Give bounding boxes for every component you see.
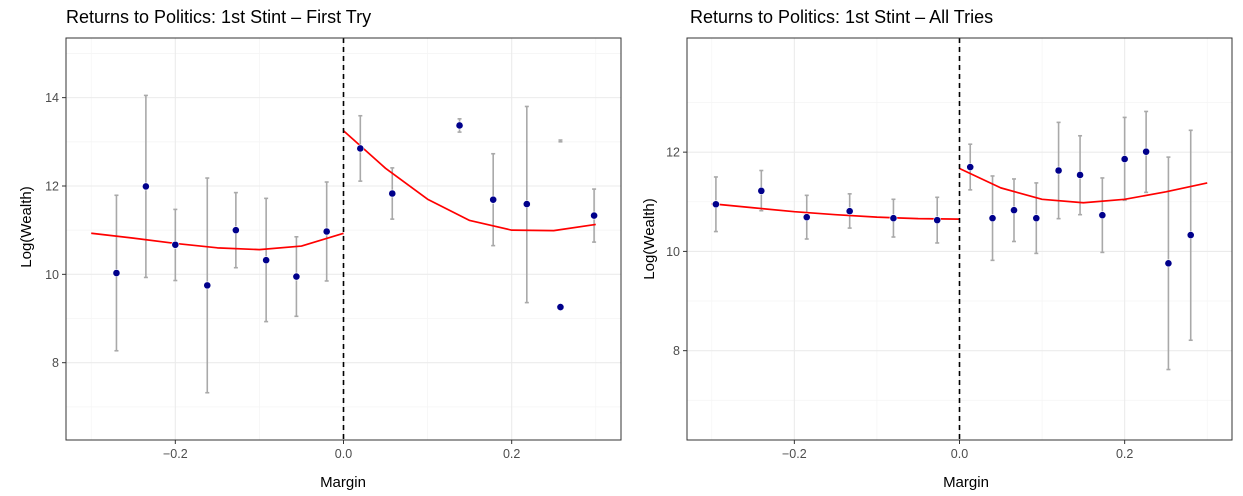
plot-marks xyxy=(711,38,1208,440)
data-point xyxy=(112,269,121,277)
x-axis-title: Margin xyxy=(943,474,989,491)
x-tick-label: −0.2 xyxy=(782,447,807,461)
x-tick-label: −0.2 xyxy=(163,447,188,461)
fit-curve-left xyxy=(91,232,344,251)
fit-curve-right xyxy=(959,167,1208,204)
data-point xyxy=(1186,231,1195,239)
data-point xyxy=(262,256,271,265)
y-tick-label: 10 xyxy=(45,268,59,282)
data-point xyxy=(590,211,598,220)
y-tick-label: 12 xyxy=(666,146,680,160)
data-point xyxy=(489,195,498,204)
fit-curve-right xyxy=(342,130,596,232)
data-point xyxy=(889,214,898,223)
y-tick-label: 8 xyxy=(673,344,680,358)
data-point xyxy=(522,200,531,209)
chart-panel-first-try: Returns to Politics: 1st Stint – First T… xyxy=(18,7,622,491)
y-tick-label: 8 xyxy=(52,356,59,370)
data-point xyxy=(231,226,240,235)
data-point xyxy=(388,189,397,198)
x-tick-label: 0.0 xyxy=(335,447,352,461)
data-point xyxy=(455,121,464,130)
data-point xyxy=(1032,214,1041,223)
plot-marks xyxy=(91,38,598,440)
data-point xyxy=(203,281,212,290)
y-tick-label: 12 xyxy=(45,179,59,193)
data-point xyxy=(556,303,565,311)
data-point xyxy=(1120,155,1129,163)
data-point xyxy=(845,207,854,216)
data-point xyxy=(356,144,365,153)
error-bar xyxy=(558,139,563,143)
x-tick-label: 0.0 xyxy=(951,447,968,461)
data-point xyxy=(1076,171,1084,179)
data-point xyxy=(141,182,150,191)
data-point xyxy=(1010,206,1018,215)
chart-panel-all-tries: Returns to Politics: 1st Stint – All Tri… xyxy=(641,7,1233,491)
data-point xyxy=(966,163,975,171)
data-point xyxy=(988,214,997,223)
data-point xyxy=(171,240,180,249)
data-point xyxy=(1054,166,1063,175)
data-point xyxy=(292,272,301,281)
data-point xyxy=(933,216,942,225)
data-point xyxy=(1142,147,1151,156)
x-tick-label: 0.2 xyxy=(503,447,520,461)
data-point xyxy=(1098,211,1107,220)
data-point xyxy=(802,213,811,222)
fit-curve-left xyxy=(711,202,960,220)
x-tick-label: 0.2 xyxy=(1116,447,1133,461)
y-axis-title: Log(Wealth) xyxy=(641,198,658,279)
data-point xyxy=(712,200,720,209)
data-point xyxy=(322,227,331,236)
data-point xyxy=(1164,259,1173,268)
y-axis-title: Log(Wealth) xyxy=(18,186,35,267)
x-axis-title: Margin xyxy=(320,474,366,491)
y-tick-label: 14 xyxy=(45,91,59,105)
y-tick-label: 10 xyxy=(666,245,680,259)
chart-title: Returns to Politics: 1st Stint – All Tri… xyxy=(690,7,993,27)
chart-title: Returns to Politics: 1st Stint – First T… xyxy=(66,7,371,27)
data-point xyxy=(757,186,766,195)
